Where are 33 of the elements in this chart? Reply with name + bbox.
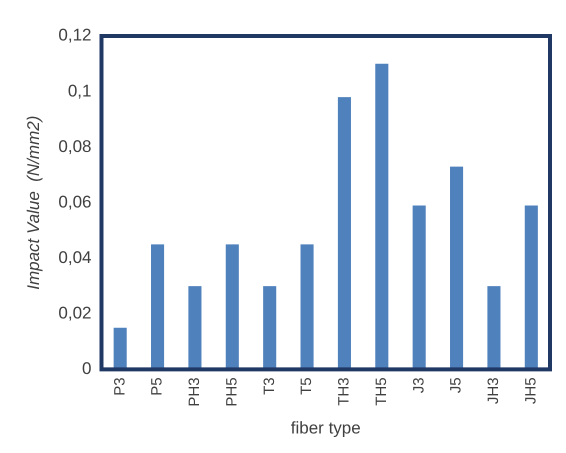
y-axis-title: Impact Value (N/mm2) xyxy=(24,116,43,290)
x-tick-label: TH5 xyxy=(372,377,390,406)
bar xyxy=(412,205,426,370)
bar xyxy=(300,244,314,370)
x-tick-label: J3 xyxy=(410,377,428,394)
y-tick-label: 0,12 xyxy=(58,26,92,45)
bar xyxy=(450,166,464,370)
bar xyxy=(114,328,127,370)
x-axis-title: fiber type xyxy=(290,418,361,438)
bar xyxy=(151,244,164,370)
x-tick-label: P5 xyxy=(148,377,166,396)
bar xyxy=(338,97,351,370)
x-tick-label: T3 xyxy=(260,377,278,395)
bar xyxy=(375,64,388,370)
bar xyxy=(524,205,538,370)
x-tick-label: JH5 xyxy=(522,377,540,404)
bar xyxy=(226,244,239,370)
y-tick-label: 0,04 xyxy=(58,248,92,267)
x-tick-label: P3 xyxy=(111,377,128,396)
bar xyxy=(487,286,500,370)
bar xyxy=(263,286,276,370)
y-tick-label: 0,1 xyxy=(68,81,92,100)
y-tick-label: 0,08 xyxy=(58,136,92,156)
x-tick-label: T5 xyxy=(298,377,316,395)
x-tick-label: PH5 xyxy=(223,377,240,407)
x-tick-label: PH3 xyxy=(186,377,204,407)
x-tick-label: JH3 xyxy=(485,377,502,404)
x-tick-label: J5 xyxy=(448,377,465,394)
y-tick-label: 0,02 xyxy=(58,304,92,323)
bar xyxy=(188,286,202,370)
y-tick-label: 0,06 xyxy=(58,192,92,212)
x-tick-label: TH3 xyxy=(336,377,353,406)
y-tick-label: 0 xyxy=(82,359,92,378)
